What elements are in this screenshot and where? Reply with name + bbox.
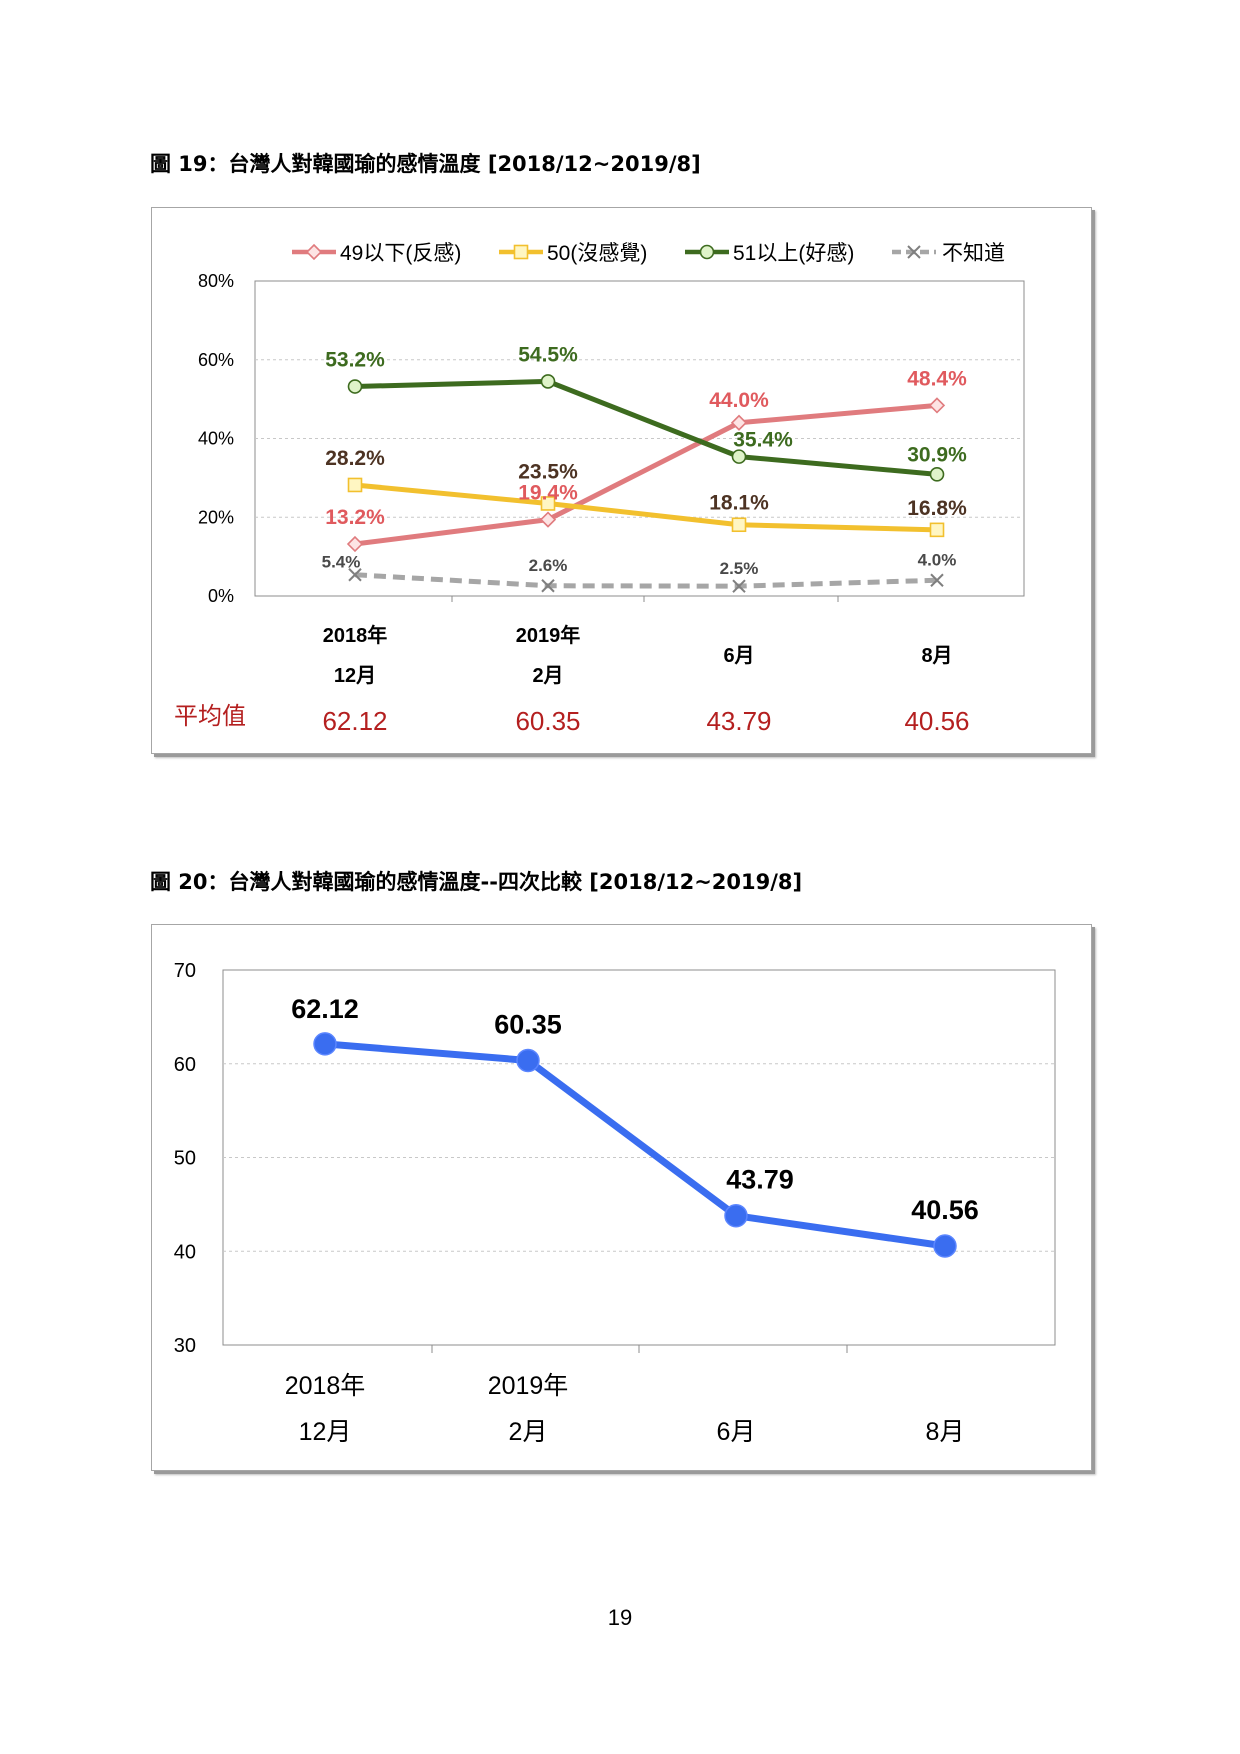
data-point (347, 379, 363, 394)
data-label: 4.0% (918, 550, 957, 569)
series-line (354, 572, 938, 589)
legend-label: 49以下(反感) (340, 242, 461, 265)
legend-label: 50(沒感覺) (547, 242, 647, 265)
x-category-label: 12月 (299, 1418, 352, 1446)
data-point (929, 522, 945, 538)
y-tick-label: 70 (174, 960, 196, 982)
data-point (929, 467, 945, 482)
data-point (731, 449, 747, 464)
data-label: 18.1% (709, 492, 769, 515)
data-label: 53.2% (325, 349, 385, 372)
average-temperature-line-chart: 30 40 50 60 70 62.12 60.35 43.79 40.56 2018年 12月 20… (174, 960, 1056, 1446)
data-point (313, 1032, 337, 1056)
x-category-label: 2019年 (516, 623, 581, 647)
y-tick-label: 50 (174, 1148, 196, 1170)
data-label: 60.35 (494, 1009, 562, 1039)
data-label: 23.5% (518, 460, 578, 483)
average-value: 43.79 (706, 706, 771, 736)
data-point (730, 414, 748, 431)
data-label: 19.4% (518, 482, 578, 505)
x-category-label: 8月 (926, 1418, 965, 1446)
feeling-temperature-line-chart: 0% 20% 40% 60% 80% 49以下(反感) 50(沒感覺) 51以上(好感) 不知道… (174, 242, 1025, 736)
average-value: 60.35 (515, 706, 580, 736)
data-point (347, 477, 363, 493)
data-label: 5.4% (322, 553, 361, 572)
data-label: 2.5% (720, 559, 759, 578)
data-point (731, 517, 747, 533)
page-number: 19 (607, 1605, 633, 1630)
x-category-label: 2019年 (488, 1372, 569, 1400)
data-point (346, 535, 364, 553)
figure-20-caption: 圖 20：台灣人對韓國瑜的感情溫度--四次比較 [2018/12~2019/8] (150, 870, 803, 894)
data-point (732, 579, 746, 593)
data-point (930, 573, 944, 587)
data-point (928, 397, 946, 414)
average-value: 40.56 (904, 706, 969, 736)
average-value: 62.12 (322, 706, 387, 736)
x-category-label: 12月 (334, 665, 376, 687)
data-label: 48.4% (907, 367, 967, 390)
x-category-label: 8月 (921, 645, 952, 667)
data-label: 44.0% (709, 389, 769, 412)
y-tick-label: 40% (198, 429, 234, 449)
legend-marker (305, 243, 323, 261)
x-category-label: 6月 (723, 645, 754, 667)
data-label: 16.8% (907, 497, 967, 520)
data-point (540, 496, 556, 511)
series-line (354, 482, 938, 533)
x-category-label: 2月 (532, 665, 563, 687)
data-label: 13.2% (325, 506, 385, 529)
x-category-label: 2018年 (285, 1372, 366, 1400)
legend-label: 不知道 (942, 242, 1005, 265)
y-tick-label: 30 (174, 1335, 196, 1357)
figure-19-chart: 0% 20% 40% 60% 80% 49以下(反感) 50(沒感覺) 51以上(好感) 不知道… (151, 207, 1092, 754)
y-tick-label: 60% (198, 350, 234, 370)
y-tick-label: 60 (174, 1054, 196, 1076)
data-label: 30.9% (907, 443, 967, 466)
y-tick-label: 40 (174, 1241, 196, 1263)
x-category-label: 2月 (509, 1418, 548, 1446)
data-point (541, 579, 555, 593)
data-label: 40.56 (911, 1195, 979, 1225)
y-tick-label: 80% (198, 271, 234, 291)
figure-20-chart: 30 40 50 60 70 62.12 60.35 43.79 40.56 2018年 12月 20… (151, 924, 1092, 1471)
data-label: 62.12 (291, 994, 359, 1024)
legend-marker (907, 245, 921, 259)
legend-marker (513, 244, 529, 260)
series-line (354, 402, 938, 547)
data-point (516, 1048, 540, 1073)
data-label: 2.6% (529, 556, 568, 575)
legend-marker (699, 244, 715, 260)
series-line (324, 1040, 946, 1250)
data-point (540, 374, 556, 389)
x-category-label: 6月 (717, 1418, 756, 1446)
data-point (348, 568, 362, 582)
series-line (354, 378, 938, 477)
y-tick-label: 0% (208, 586, 234, 606)
data-label: 54.5% (518, 343, 578, 366)
x-category-label: 2018年 (323, 623, 388, 647)
data-label: 35.4% (733, 429, 793, 452)
data-point (724, 1203, 748, 1228)
average-label: 平均值 (174, 703, 246, 730)
data-point (933, 1234, 957, 1258)
legend-label: 51以上(好感) (733, 242, 854, 265)
data-label: 28.2% (325, 447, 385, 470)
data-label: 43.79 (726, 1165, 794, 1195)
data-point (539, 511, 557, 528)
y-tick-label: 20% (198, 507, 234, 527)
figure-19-caption: 圖 19：台灣人對韓國瑜的感情溫度 [2018/12~2019/8] (150, 152, 701, 176)
